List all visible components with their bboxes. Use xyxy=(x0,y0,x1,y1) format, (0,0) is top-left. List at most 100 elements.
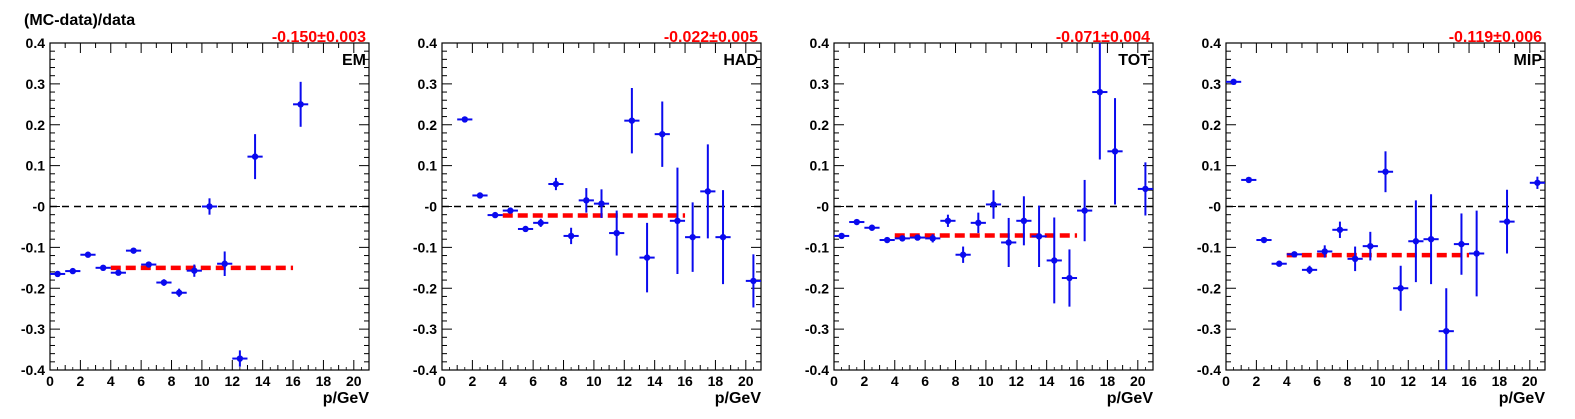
fit-result-text: -0.022±0.005 xyxy=(664,29,758,46)
x-tick-label: 16 xyxy=(1461,373,1477,389)
point-marker xyxy=(1260,236,1268,244)
point-marker xyxy=(491,211,499,219)
x-tick-label: 2 xyxy=(860,373,868,389)
y-tick-label: 0.2 xyxy=(810,117,830,133)
x-tick-label: 18 xyxy=(708,373,724,389)
data-point xyxy=(970,212,986,234)
point-marker xyxy=(1035,233,1043,240)
data-point xyxy=(1393,265,1409,311)
point-marker xyxy=(69,267,76,275)
data-point xyxy=(745,254,761,308)
point-marker xyxy=(1111,148,1119,155)
panel-label: HAD xyxy=(723,52,758,69)
point-marker xyxy=(567,232,575,240)
data-point xyxy=(487,211,503,219)
data-point xyxy=(1362,231,1378,261)
point-marker xyxy=(853,218,860,226)
y-tick-label: 0.4 xyxy=(26,35,46,51)
point-marker xyxy=(522,225,529,233)
data-point xyxy=(472,192,488,199)
data-point xyxy=(1286,251,1302,258)
point-marker xyxy=(84,251,92,258)
x-tick-label: 18 xyxy=(1492,373,1508,389)
x-tick-label: 6 xyxy=(529,373,537,389)
x-tick-label: 14 xyxy=(255,373,271,389)
point-marker xyxy=(1382,168,1389,175)
data-point xyxy=(1092,43,1108,160)
point-marker xyxy=(537,219,544,227)
point-marker xyxy=(883,236,891,244)
y-tick-label: 0.2 xyxy=(418,117,438,133)
data-point xyxy=(578,188,594,213)
point-marker xyxy=(1367,242,1374,250)
y-tick-label: -0.2 xyxy=(805,280,829,296)
point-marker xyxy=(628,117,636,124)
data-point xyxy=(1453,213,1470,275)
point-marker xyxy=(552,180,560,188)
data-point xyxy=(50,270,66,278)
point-marker xyxy=(583,197,590,204)
panel-label: MIP xyxy=(1514,52,1543,69)
x-tick-label: 14 xyxy=(647,373,663,389)
data-point xyxy=(685,202,701,272)
panels: -0.4 -0.3 -0.2 -0.1 -0 0.1 0.2 0.3 0.4 0 2 4 6 8 10 12 1… xyxy=(21,29,1546,407)
point-marker xyxy=(1306,266,1313,274)
point-marker xyxy=(1051,257,1058,264)
x-axis-label: p/GeV xyxy=(715,390,762,407)
y-tick-label: -0.1 xyxy=(21,239,45,255)
fit-result-text: -0.150±0.003 xyxy=(272,29,366,46)
data-point xyxy=(925,234,941,243)
x-tick-label: 12 xyxy=(1008,373,1024,389)
point-marker xyxy=(719,233,727,241)
point-marker xyxy=(206,203,213,210)
point-marker xyxy=(1245,176,1252,184)
x-tick-label: 2 xyxy=(76,373,84,389)
data-point xyxy=(156,279,172,286)
y-tick-label: -0.2 xyxy=(413,280,437,296)
x-tick-label: 8 xyxy=(1344,373,1352,389)
data-point xyxy=(985,190,1002,219)
panel-had: -0.4 -0.3 -0.2 -0.1 -0 0.1 0.2 0.3 0.4 0 2 4 6 8 10 12 1… xyxy=(413,29,762,407)
x-tick-label: 0 xyxy=(438,373,446,389)
x-tick-label: 8 xyxy=(952,373,960,389)
x-tick-label: 2 xyxy=(468,373,476,389)
point-marker xyxy=(251,153,259,160)
point-marker xyxy=(221,260,228,267)
data-point xyxy=(502,207,518,214)
data-point xyxy=(80,251,96,258)
y-tick-label: 0.1 xyxy=(418,158,438,174)
x-tick-label: 18 xyxy=(1100,373,1116,389)
x-tick-label: 14 xyxy=(1039,373,1055,389)
data-point xyxy=(940,214,956,227)
x-tick-label: 20 xyxy=(1522,373,1538,389)
data-point xyxy=(955,246,971,263)
point-marker xyxy=(689,233,696,241)
point-marker xyxy=(674,217,681,225)
x-tick-label: 16 xyxy=(677,373,693,389)
y-tick-label: -0 xyxy=(817,199,830,215)
x-tick-label: 16 xyxy=(1069,373,1085,389)
point-marker xyxy=(914,234,921,241)
y-tick-label: -0.4 xyxy=(805,362,829,378)
y-tick-label: -0.2 xyxy=(21,280,45,296)
x-tick-label: 6 xyxy=(137,373,145,389)
point-marker xyxy=(99,264,107,272)
data-point xyxy=(834,232,850,240)
point-marker xyxy=(975,219,982,227)
point-marker xyxy=(1020,217,1028,225)
x-tick-label: 4 xyxy=(107,373,115,389)
x-tick-label: 10 xyxy=(1370,373,1386,389)
point-marker xyxy=(1397,285,1404,292)
data-point xyxy=(141,261,157,268)
y-tick-label: 0.2 xyxy=(1202,117,1222,133)
x-axis-label: p/GeV xyxy=(1107,390,1154,407)
data-point xyxy=(1241,176,1257,184)
point-marker xyxy=(613,229,620,237)
x-tick-label: 8 xyxy=(168,373,176,389)
y-tick-label: -0.1 xyxy=(1197,239,1221,255)
data-point xyxy=(1301,265,1318,274)
y-tick-label: -0 xyxy=(33,199,46,215)
y-tick-label: -0.2 xyxy=(1197,280,1221,296)
point-marker xyxy=(1142,185,1149,193)
data-point xyxy=(171,288,187,297)
